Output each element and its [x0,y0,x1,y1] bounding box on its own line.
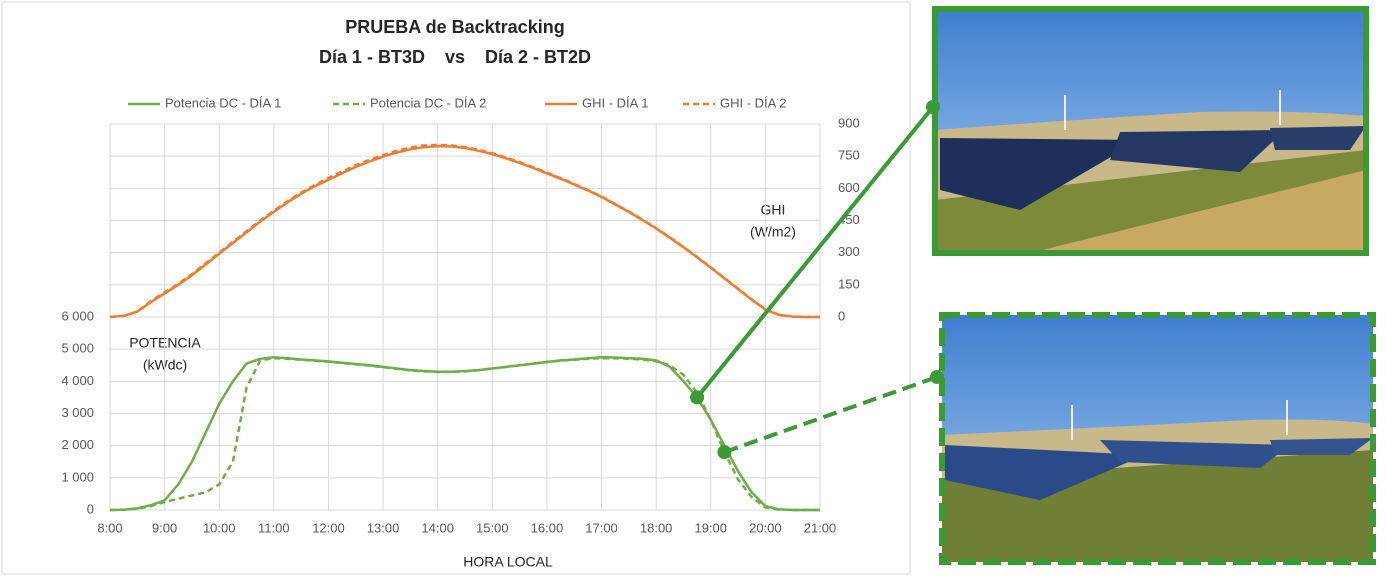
chart-subtitle: Día 1 - BT3D vs Día 2 - BT2D [319,47,591,67]
y2-tick-label: 0 [838,308,845,323]
y2-tick-label: 600 [838,180,860,195]
x-tick-label: 14:00 [421,520,454,535]
y2-tick-label: 150 [838,276,860,291]
x-tick-label: 11:00 [258,520,290,535]
y2-tick-label: 750 [838,148,860,163]
chart-frame [1,1,911,575]
callout-line [723,375,938,454]
callout-line [695,105,935,399]
y2-axis-label: (W/m2) [750,224,796,240]
y-tick-label: 2 000 [61,437,94,452]
x-tick-label: 8:00 [97,520,122,535]
x-tick-label: 21:00 [804,520,837,535]
x-tick-label: 20:00 [749,520,782,535]
x-tick-label: 13:00 [367,520,400,535]
legend-label: GHI - DÍA 1 [582,95,648,110]
y-tick-label: 5 000 [61,341,94,356]
legend-label: Potencia DC - DÍA 1 [165,95,281,110]
photo-day-1 [932,6,1369,256]
x-axis-label: HORA LOCAL [463,554,553,570]
x-tick-label: 9:00 [152,520,177,535]
y-tick-label: 0 [87,501,94,516]
callout-end [930,370,944,384]
x-tick-label: 15:00 [476,520,509,535]
x-tick-label: 18:00 [640,520,673,535]
legend-label: Potencia DC - DÍA 2 [370,95,486,110]
y2-tick-label: 300 [838,244,860,259]
x-tick-label: 12:00 [312,520,345,535]
y-axis-label: POTENCIA [129,335,201,351]
series-line [109,143,820,319]
y-tick-label: 3 000 [61,405,94,420]
callout-marker [717,445,732,460]
y2-axis-label: GHI [761,202,786,218]
x-tick-label: 16:00 [531,520,564,535]
callout-end [926,100,940,114]
y-tick-label: 4 000 [61,373,94,388]
y-tick-label: 1 000 [61,469,94,484]
callout-marker [690,390,705,405]
chart-title: PRUEBA de Backtracking [345,17,564,37]
photo-day-2 [939,312,1376,565]
legend-label: GHI - DÍA 2 [720,95,786,110]
series-line [109,356,820,512]
x-tick-label: 17:00 [585,520,618,535]
x-tick-label: 19:00 [694,520,727,535]
x-tick-label: 10:00 [203,520,236,535]
y-tick-label: 6 000 [61,308,94,323]
y2-tick-label: 900 [838,115,860,130]
